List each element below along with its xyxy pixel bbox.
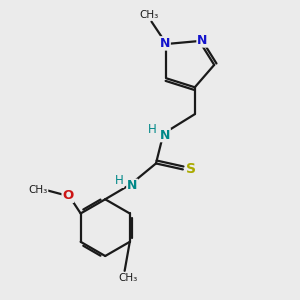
Text: N: N (197, 34, 207, 47)
Text: H: H (115, 174, 124, 187)
Text: CH₃: CH₃ (28, 185, 48, 195)
Text: N: N (160, 129, 170, 142)
Text: S: S (186, 162, 196, 176)
Text: N: N (160, 37, 170, 50)
Text: N: N (127, 179, 137, 192)
Text: O: O (62, 189, 74, 202)
Text: CH₃: CH₃ (118, 272, 137, 283)
Text: CH₃: CH₃ (139, 10, 158, 20)
Text: H: H (148, 124, 157, 136)
